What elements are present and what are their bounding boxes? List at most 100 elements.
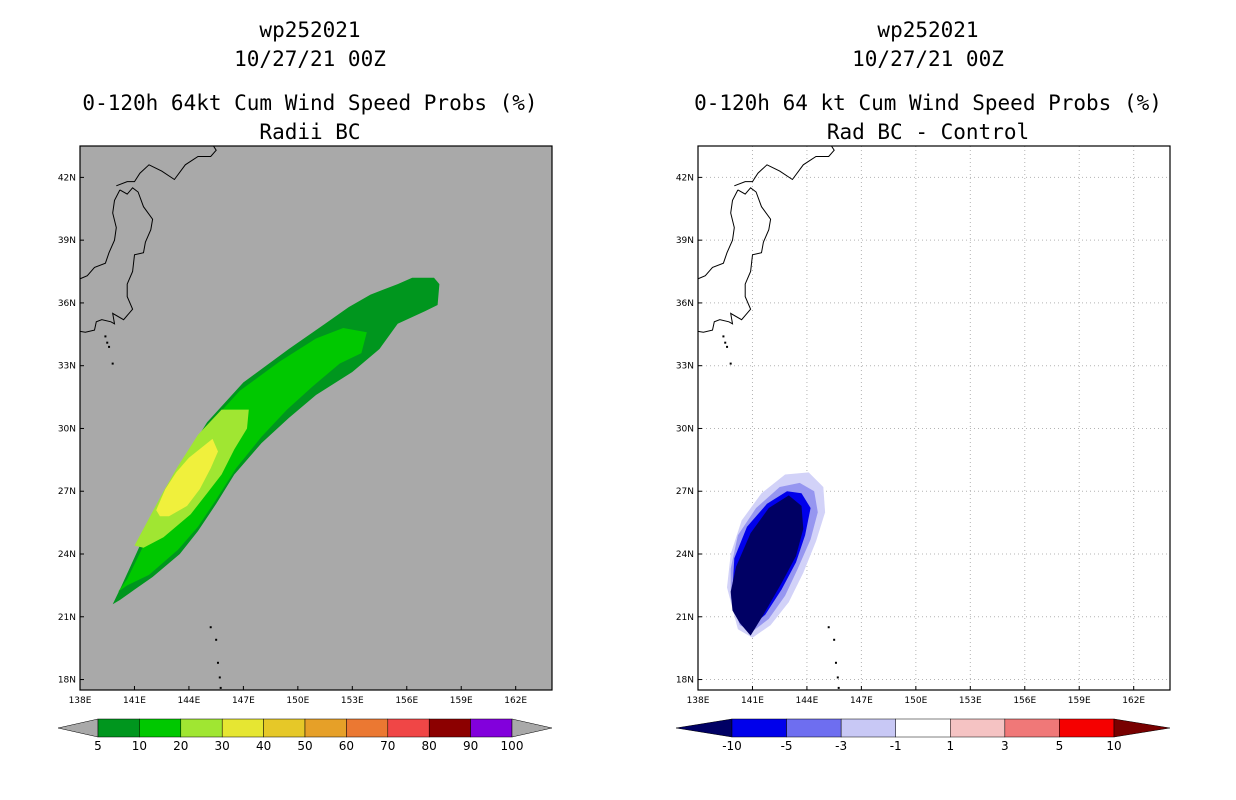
storm-id-right: wp252021 <box>877 18 979 42</box>
x-tick-label: 153E <box>959 696 982 706</box>
y-tick-label: 21N <box>676 613 694 623</box>
colorbar-label: 30 <box>215 739 230 753</box>
chart-subtitle-left: Radii BC <box>259 120 361 144</box>
colorbar-swatch <box>950 718 1006 738</box>
island-dot <box>215 638 218 641</box>
colorbar-label: 5 <box>1056 739 1064 753</box>
colorbar-label: 5 <box>94 739 102 753</box>
y-tick-label: 42N <box>676 173 694 183</box>
x-tick-label: 141E <box>123 696 146 706</box>
y-tick-label: 39N <box>676 236 694 246</box>
x-tick-label: 147E <box>232 696 255 706</box>
storm-id-left: wp252021 <box>259 18 361 42</box>
x-tick-label: 138E <box>69 696 92 706</box>
colorbar-label: 10 <box>1106 739 1121 753</box>
date-right: 10/27/21 00Z <box>852 47 1004 71</box>
x-tick-label: 159E <box>450 696 473 706</box>
colorbar-swatch <box>470 718 513 738</box>
x-tick-label: 156E <box>395 696 418 706</box>
y-tick-label: 36N <box>58 299 76 309</box>
colorbar-swatch <box>180 718 223 738</box>
contour-level-10 <box>118 328 367 592</box>
colorbar-overflow-arrow <box>511 718 553 738</box>
contour-level-neg10 <box>730 495 804 636</box>
island-dot <box>836 676 839 679</box>
colorbar-swatch <box>428 718 471 738</box>
y-tick-label: 27N <box>676 487 694 497</box>
date-left: 10/27/21 00Z <box>234 47 386 71</box>
y-tick-label: 36N <box>676 299 694 309</box>
island-dot <box>834 661 837 664</box>
island-dot <box>729 362 732 365</box>
y-tick-label: 21N <box>58 613 76 623</box>
island-dot <box>837 686 840 689</box>
map-frame <box>697 145 1171 691</box>
x-tick-label: 162E <box>1122 696 1145 706</box>
x-tick-label: 141E <box>741 696 764 706</box>
colorbar-swatch <box>221 718 264 738</box>
colorbar-swatch <box>387 718 430 738</box>
y-tick-label: 24N <box>58 550 76 560</box>
map-background <box>80 146 552 690</box>
colorbar-swatch <box>304 718 347 738</box>
x-tick-label: 144E <box>795 696 818 706</box>
colorbar-underflow-arrow <box>57 718 99 738</box>
island-dot <box>722 335 725 338</box>
coastline-hokkaido <box>734 146 835 187</box>
y-tick-label: 42N <box>58 173 76 183</box>
y-tick-label: 30N <box>58 424 76 434</box>
contour-level-30 <box>156 438 218 517</box>
y-tick-label: 30N <box>676 424 694 434</box>
colorbar-label: 100 <box>501 739 524 753</box>
colorbar-underflow-arrow <box>675 718 733 738</box>
island-dot <box>726 345 729 348</box>
x-tick-label: 156E <box>1013 696 1036 706</box>
x-tick-label: 150E <box>904 696 927 706</box>
island-dot <box>833 638 836 641</box>
island-dot <box>218 676 221 679</box>
colorbar-label: -3 <box>835 739 847 753</box>
colorbar-label: -10 <box>722 739 742 753</box>
island-dot <box>827 626 830 629</box>
x-tick-label: 144E <box>177 696 200 706</box>
colorbar-swatch <box>895 718 951 738</box>
colorbar-2: -10 -5 -3 -1 1 3 5 10 <box>675 718 1171 753</box>
y-tick-label: 18N <box>676 676 694 686</box>
x-tick-label: 147E <box>850 696 873 706</box>
map-layers <box>698 146 1170 690</box>
x-tick-label: 138E <box>687 696 710 706</box>
colorbar-swatch <box>139 718 182 738</box>
map-panel-2: 138E 141E 144E 147E 150E 153E 156E 159E 162E 42N 3… <box>676 145 1171 706</box>
colorbar-label: 60 <box>339 739 354 753</box>
colorbar-swatch <box>1059 718 1115 738</box>
colorbar-label: 1 <box>946 739 954 753</box>
colorbar-label: 70 <box>380 739 395 753</box>
colorbar-swatch <box>346 718 389 738</box>
colorbar-label: 90 <box>463 739 478 753</box>
island-dot <box>111 362 114 365</box>
x-tick-label: 153E <box>341 696 364 706</box>
y-tick-label: 33N <box>58 362 76 372</box>
island-dot <box>724 341 727 344</box>
colorbar-swatch <box>263 718 306 738</box>
coastline-honshu <box>80 187 154 333</box>
colorbar-label: 80 <box>422 739 437 753</box>
colorbar-label: 20 <box>173 739 188 753</box>
colorbar-swatch <box>786 718 842 738</box>
chart-subtitle-right: Rad BC - Control <box>826 120 1030 144</box>
colorbar-overflow-arrow <box>1113 718 1171 738</box>
island-dot <box>219 686 222 689</box>
y-tick-label: 27N <box>58 487 76 497</box>
chart-title-right: 0-120h 64 kt Cum Wind Speed Probs (%) <box>694 91 1162 115</box>
island-dot <box>106 341 109 344</box>
chart-title-left: 0-120h 64kt Cum Wind Speed Probs (%) <box>82 91 538 115</box>
colorbar-label: 10 <box>132 739 147 753</box>
map-frame <box>79 145 553 691</box>
y-tick-label: 33N <box>676 362 694 372</box>
colorbar-swatch <box>1004 718 1060 738</box>
colorbar-swatch <box>731 718 787 738</box>
x-tick-label: 150E <box>286 696 309 706</box>
island-dot <box>108 345 111 348</box>
map-panel-1: 138E 141E 144E 147E 150E 153E 156E 159E 162E 42N 3… <box>58 145 553 706</box>
